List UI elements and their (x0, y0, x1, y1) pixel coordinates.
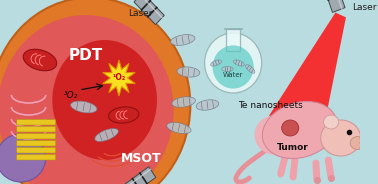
Ellipse shape (321, 120, 361, 156)
Ellipse shape (0, 15, 174, 184)
Ellipse shape (23, 49, 57, 71)
Ellipse shape (234, 60, 244, 66)
Polygon shape (134, 0, 164, 25)
Ellipse shape (95, 129, 118, 141)
Text: ³O₂: ³O₂ (64, 91, 79, 100)
FancyBboxPatch shape (226, 29, 240, 51)
Ellipse shape (196, 100, 219, 110)
Ellipse shape (108, 107, 139, 123)
FancyBboxPatch shape (17, 119, 56, 125)
Polygon shape (124, 167, 156, 184)
Ellipse shape (0, 0, 190, 184)
Ellipse shape (324, 115, 339, 129)
FancyBboxPatch shape (17, 141, 56, 146)
Ellipse shape (167, 122, 191, 134)
Ellipse shape (254, 115, 297, 155)
FancyBboxPatch shape (17, 148, 56, 153)
Ellipse shape (262, 102, 337, 158)
Text: Laser: Laser (352, 3, 376, 13)
Polygon shape (320, 0, 345, 12)
FancyBboxPatch shape (17, 155, 56, 160)
Ellipse shape (170, 35, 195, 45)
Circle shape (204, 33, 262, 93)
Text: Laser: Laser (129, 8, 153, 17)
Text: Tumor: Tumor (277, 144, 309, 153)
FancyBboxPatch shape (17, 134, 56, 139)
Ellipse shape (282, 120, 299, 136)
Ellipse shape (0, 134, 46, 182)
Ellipse shape (246, 65, 255, 73)
Text: ¹O₂: ¹O₂ (112, 73, 125, 82)
Polygon shape (269, 13, 346, 140)
Ellipse shape (350, 137, 366, 149)
Ellipse shape (177, 67, 200, 77)
Polygon shape (103, 60, 135, 96)
Polygon shape (269, 13, 346, 140)
Ellipse shape (222, 66, 233, 72)
Text: Water: Water (223, 72, 243, 78)
Ellipse shape (211, 60, 222, 66)
Text: Te nanosheets: Te nanosheets (238, 100, 303, 109)
FancyBboxPatch shape (17, 127, 56, 132)
Circle shape (212, 45, 254, 89)
Text: MSOT: MSOT (121, 151, 161, 164)
Ellipse shape (52, 40, 157, 160)
Text: PDT: PDT (68, 47, 103, 63)
Ellipse shape (172, 97, 195, 107)
Ellipse shape (71, 101, 97, 113)
